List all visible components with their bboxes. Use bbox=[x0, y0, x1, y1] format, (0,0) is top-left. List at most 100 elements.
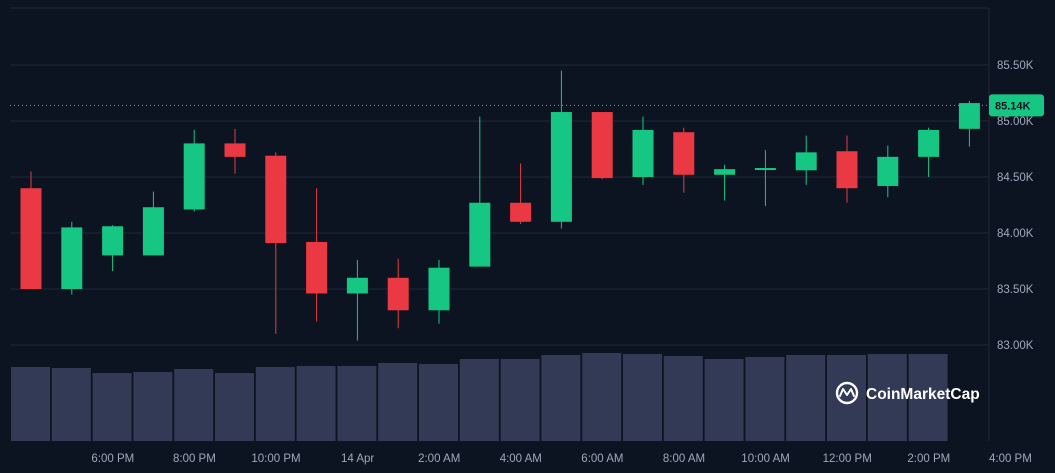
candle-body bbox=[428, 267, 450, 311]
candle-down[interactable] bbox=[306, 188, 328, 322]
candle-body bbox=[183, 143, 205, 210]
candle-down[interactable] bbox=[224, 128, 246, 174]
candle-body bbox=[510, 202, 532, 222]
coinmarketcap-watermark: CoinMarketCap bbox=[835, 381, 980, 405]
candle-up[interactable] bbox=[632, 116, 654, 185]
y-tick-label: 83.00K bbox=[997, 340, 1034, 352]
candle-up[interactable] bbox=[469, 116, 491, 267]
volume-bar bbox=[500, 359, 540, 441]
x-tick-label: 4:00 AM bbox=[500, 453, 542, 465]
candle-up[interactable] bbox=[142, 191, 164, 256]
candle-up[interactable] bbox=[183, 129, 205, 212]
x-tick-label: 12:00 PM bbox=[823, 453, 872, 465]
y-tick-label: 84.00K bbox=[997, 228, 1034, 240]
x-tick-label: 6:00 AM bbox=[581, 453, 623, 465]
candle-up[interactable] bbox=[428, 259, 450, 324]
candle-up[interactable] bbox=[795, 135, 817, 185]
volume-bar bbox=[786, 355, 826, 441]
candle-up[interactable] bbox=[346, 259, 368, 341]
x-tick-label: 6:00 PM bbox=[91, 453, 134, 465]
coinmarketcap-logo-icon bbox=[835, 381, 859, 405]
candle-body bbox=[142, 207, 164, 256]
volume-bars bbox=[11, 353, 948, 441]
volume-bar bbox=[215, 373, 254, 441]
volume-bar bbox=[419, 364, 458, 441]
current-price-badge-bg bbox=[989, 94, 1044, 117]
x-tick-label: 8:00 AM bbox=[663, 453, 705, 465]
candle-body bbox=[20, 188, 42, 289]
candle-body bbox=[795, 152, 817, 171]
volume-bar bbox=[867, 354, 907, 441]
candle-body bbox=[550, 112, 572, 222]
candle-body bbox=[387, 277, 409, 311]
x-tick-label: 14 Apr bbox=[341, 453, 374, 465]
candle-body bbox=[591, 112, 613, 179]
volume-bar bbox=[92, 373, 132, 441]
volume-bar bbox=[255, 367, 295, 441]
x-tick-label: 2:00 AM bbox=[418, 453, 460, 465]
volume-bar bbox=[745, 357, 785, 441]
candle-down[interactable] bbox=[265, 152, 287, 334]
grid-lines bbox=[10, 7, 990, 441]
candle-body bbox=[469, 202, 491, 267]
volume-bar bbox=[133, 372, 173, 441]
x-tick-label: 4:00 PM bbox=[989, 453, 1032, 465]
candle-body bbox=[265, 155, 287, 244]
volume-bar bbox=[541, 355, 581, 441]
candle-up[interactable] bbox=[550, 70, 572, 229]
candle-up[interactable] bbox=[61, 221, 83, 295]
candle-body bbox=[632, 129, 654, 177]
volume-bar bbox=[51, 368, 91, 441]
x-axis-labels: 6:00 PM 8:00 PM 10:00 PM 14 Apr 2:00 AM 4:00 … bbox=[91, 453, 1031, 465]
y-axis-labels: 85.50K 85.00K 84.50K 84.00K 83.50K 83.00K bbox=[997, 60, 1034, 352]
candle-up[interactable] bbox=[958, 100, 980, 147]
candle-down[interactable] bbox=[673, 127, 695, 193]
candle-body bbox=[224, 143, 246, 157]
volume-bar bbox=[378, 363, 418, 441]
candle-body bbox=[958, 103, 980, 129]
candle-body bbox=[877, 156, 899, 186]
volume-bar bbox=[459, 359, 499, 441]
x-tick-label: 2:00 PM bbox=[907, 453, 950, 465]
candle-up[interactable] bbox=[918, 127, 940, 177]
candle-body bbox=[714, 169, 736, 175]
candle-down[interactable] bbox=[591, 112, 613, 180]
candle-down[interactable] bbox=[510, 163, 532, 225]
candle-up[interactable] bbox=[714, 164, 736, 201]
candle-body bbox=[918, 129, 940, 157]
candle-up[interactable] bbox=[754, 150, 776, 207]
y-tick-label: 85.00K bbox=[997, 116, 1034, 128]
candle-body bbox=[673, 132, 695, 175]
candle-body bbox=[61, 227, 83, 289]
candle-up[interactable] bbox=[102, 225, 124, 272]
x-tick-label: 8:00 PM bbox=[173, 453, 216, 465]
candle-body bbox=[306, 241, 328, 294]
candle-down[interactable] bbox=[836, 135, 858, 203]
x-tick-label: 10:00 PM bbox=[251, 453, 300, 465]
volume-bar bbox=[337, 366, 377, 441]
candle-down[interactable] bbox=[20, 171, 42, 289]
volume-bar bbox=[11, 367, 50, 441]
y-tick-label: 84.50K bbox=[997, 172, 1034, 184]
candle-down[interactable] bbox=[387, 258, 409, 329]
y-tick-label: 83.50K bbox=[997, 284, 1034, 296]
volume-bar bbox=[623, 354, 662, 441]
candle-up[interactable] bbox=[877, 145, 899, 198]
current-price-badge: 85.14K bbox=[989, 94, 1044, 117]
candles[interactable] bbox=[20, 70, 980, 341]
candle-body bbox=[102, 226, 124, 256]
volume-bar bbox=[663, 356, 703, 441]
candle-body bbox=[754, 168, 776, 171]
candle-body bbox=[346, 277, 368, 294]
volume-bar bbox=[174, 369, 214, 441]
volume-bar bbox=[704, 359, 744, 441]
x-tick-label: 10:00 AM bbox=[741, 453, 790, 465]
y-tick-label: 85.50K bbox=[997, 60, 1034, 72]
coinmarketcap-wordmark: CoinMarketCap bbox=[866, 386, 980, 403]
current-price-label: 85.14K bbox=[995, 100, 1031, 112]
volume-bar bbox=[827, 355, 866, 441]
volume-bar bbox=[908, 354, 948, 441]
volume-bar bbox=[582, 353, 622, 441]
